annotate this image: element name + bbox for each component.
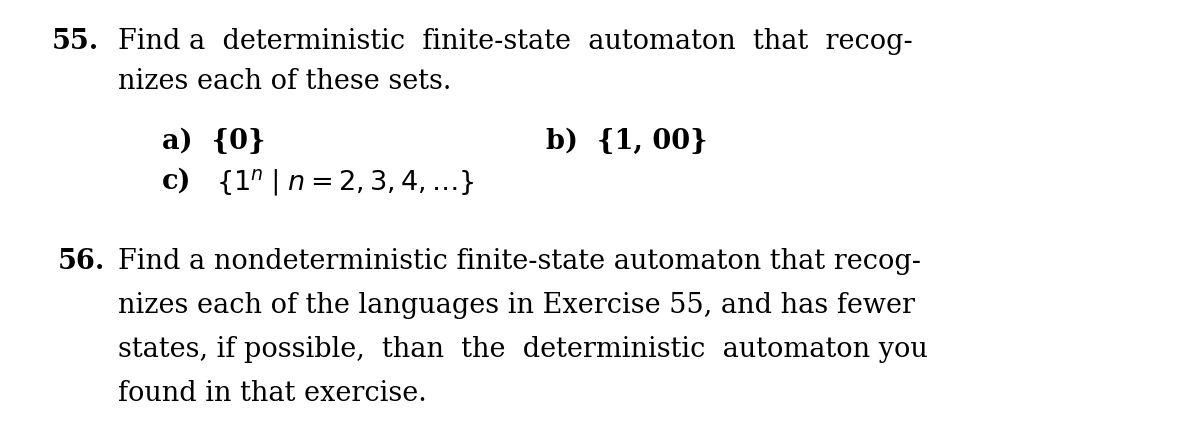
- Text: nizes each of these sets.: nizes each of these sets.: [118, 68, 451, 95]
- Text: found in that exercise.: found in that exercise.: [118, 380, 426, 407]
- Text: Find a nondeterministic finite-state automaton that recog-: Find a nondeterministic finite-state aut…: [118, 248, 920, 275]
- Text: Find a  deterministic  finite-state  automaton  that  recog-: Find a deterministic finite-state automa…: [118, 28, 912, 55]
- Text: c): c): [162, 168, 192, 195]
- Text: $\{1^n \mid n = 2, 3, 4, \ldots\}$: $\{1^n \mid n = 2, 3, 4, \ldots\}$: [216, 168, 475, 199]
- Text: 56.: 56.: [58, 248, 104, 275]
- Text: states, if possible,  than  the  deterministic  automaton you: states, if possible, than the determinis…: [118, 336, 928, 363]
- Text: b)  {1, 00}: b) {1, 00}: [546, 128, 708, 155]
- Text: nizes each of the languages in Exercise 55, and has fewer: nizes each of the languages in Exercise …: [118, 292, 914, 319]
- Text: a)  {0}: a) {0}: [162, 128, 265, 155]
- Text: 55.: 55.: [52, 28, 98, 55]
